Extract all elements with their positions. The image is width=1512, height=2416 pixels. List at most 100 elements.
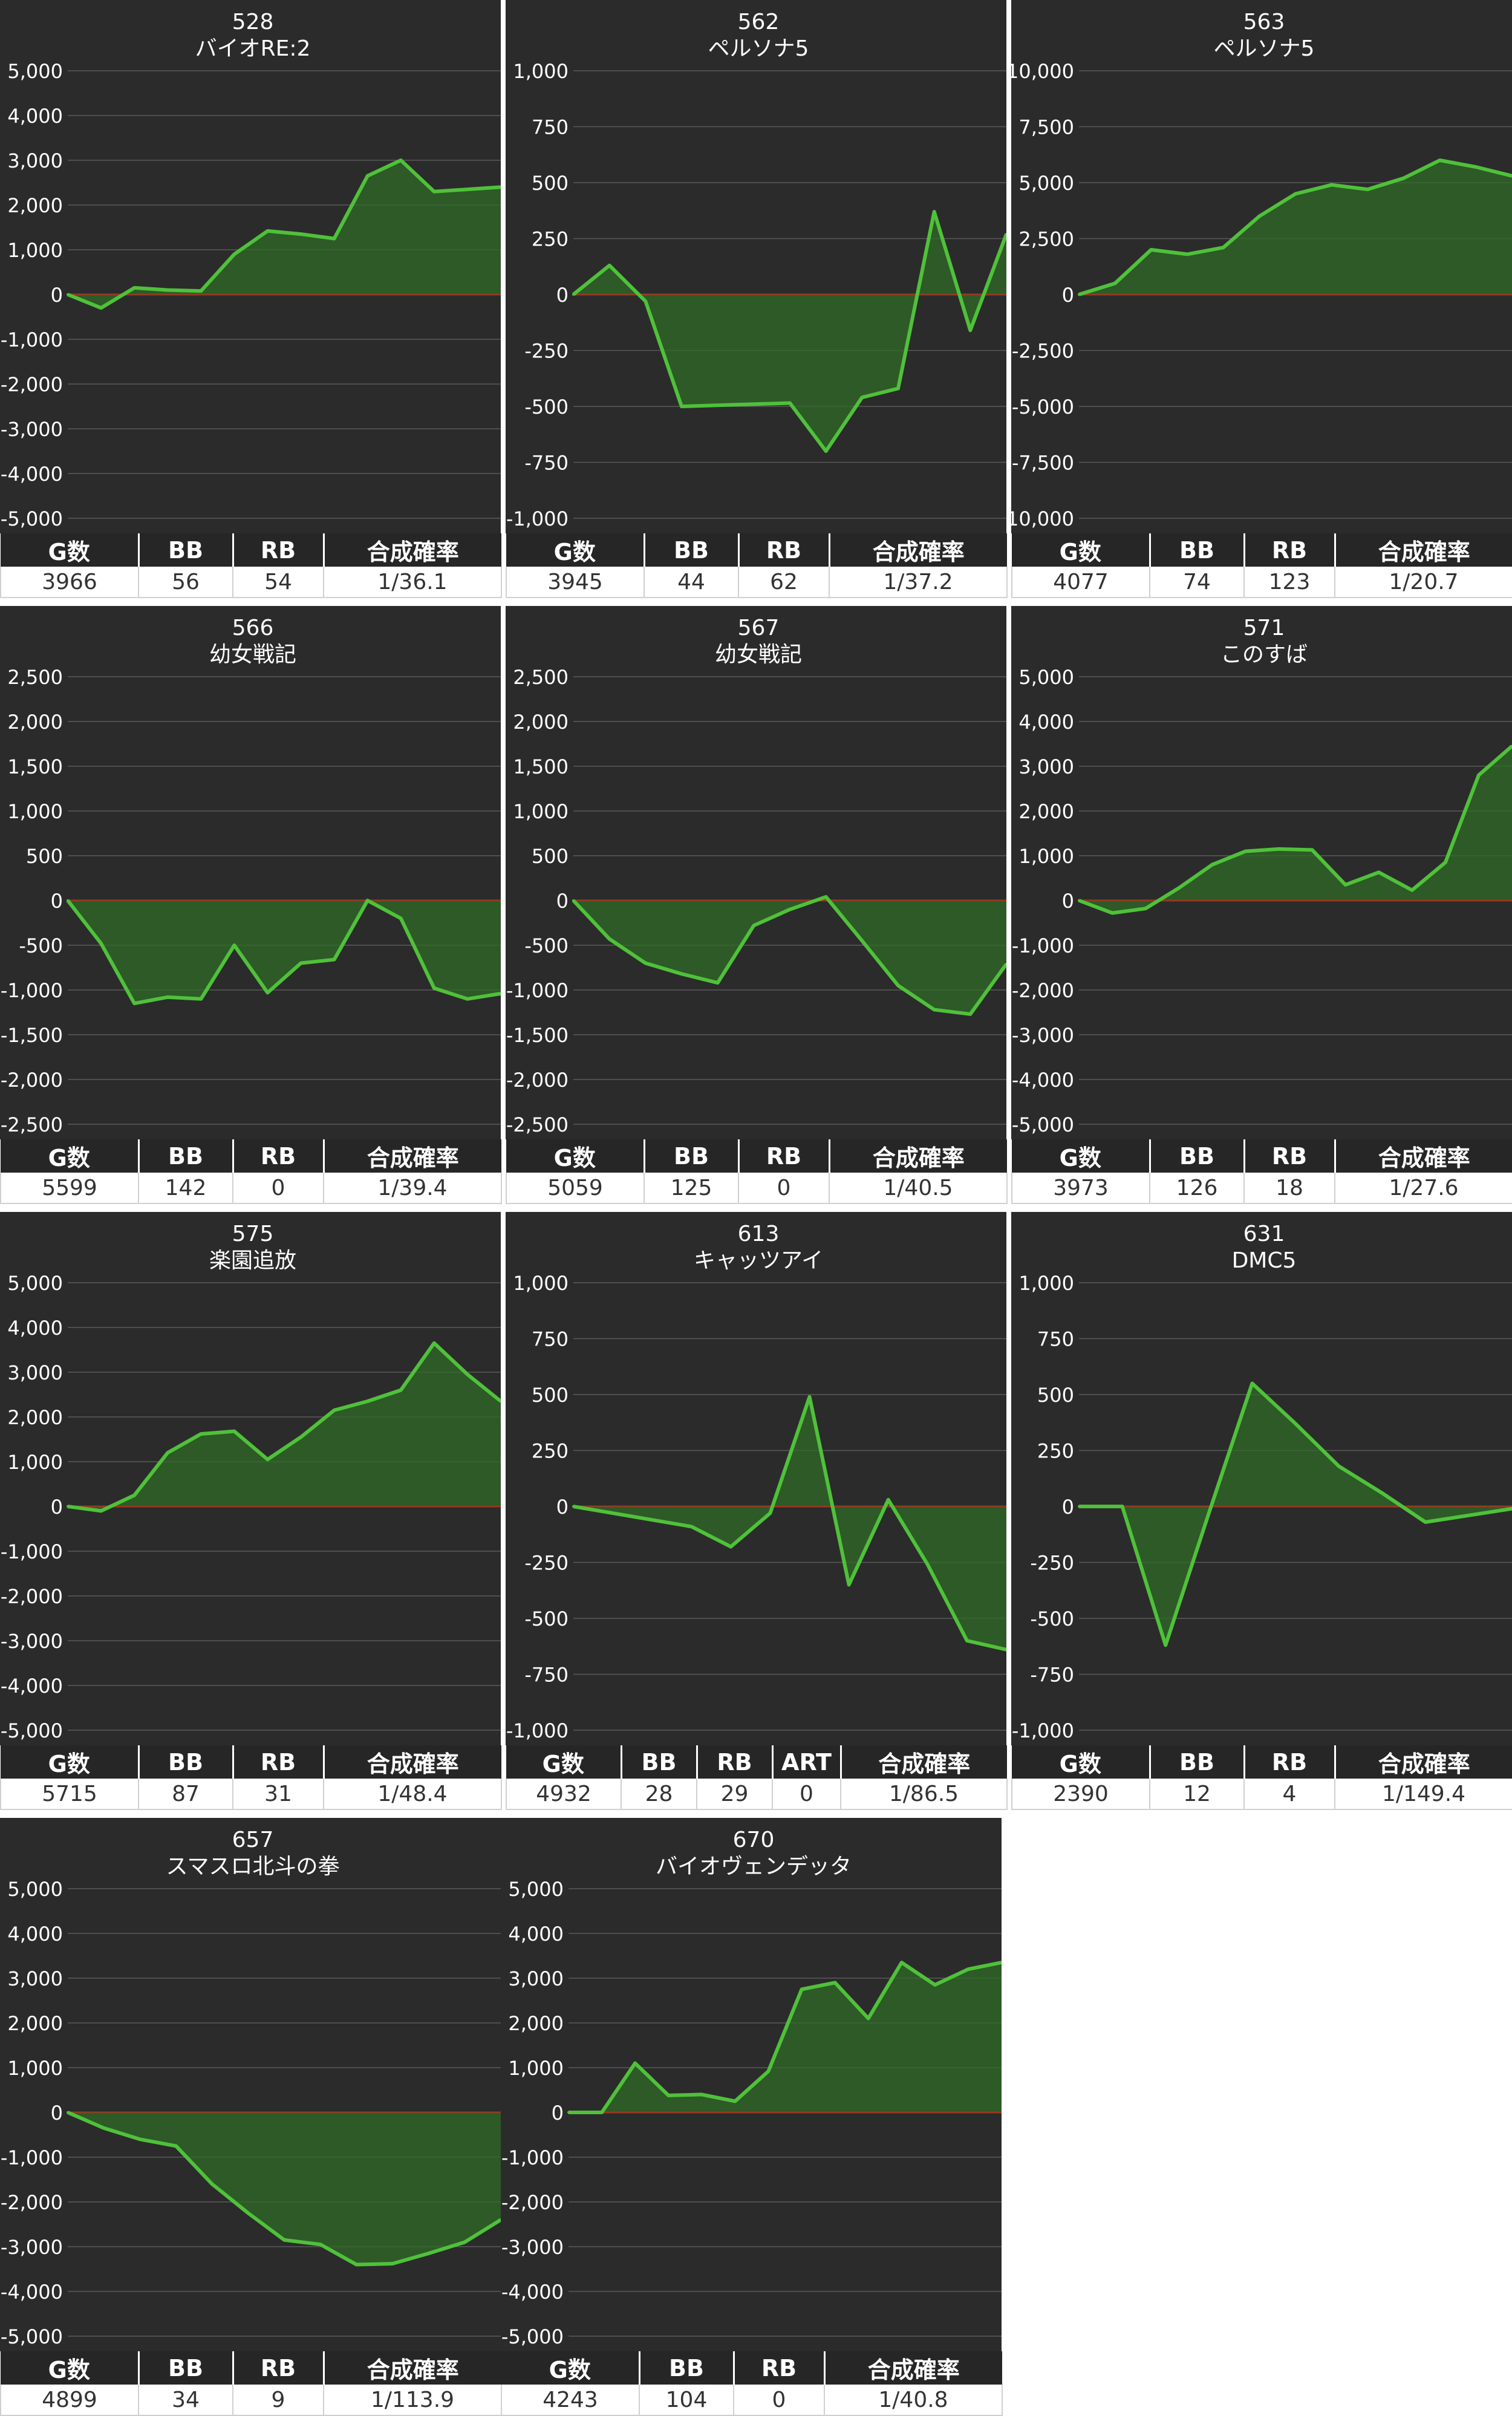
stats-value-cell: 4932 [506, 1779, 622, 1810]
y-tick-label: 1,000 [508, 2057, 564, 2080]
y-tick-label: -1,500 [506, 1024, 569, 1047]
chart-subtitle: このすば [1220, 642, 1308, 667]
data-point [651, 1519, 654, 1522]
data-point [500, 186, 501, 189]
data-point [1005, 963, 1006, 966]
stats-header-cell: G数 [506, 1139, 645, 1173]
y-tick-label: 500 [532, 1384, 569, 1407]
chart-subtitle: スマスロ北斗の拳 [166, 1854, 340, 1879]
data-point [1410, 888, 1413, 891]
y-tick-label: -4,000 [501, 2281, 564, 2304]
data-point [166, 1451, 169, 1454]
data-point [175, 2144, 177, 2147]
y-tick-label: 5,000 [1018, 666, 1074, 689]
payout-chart: 567 幼女戦記 2,500 2,000 1,500 1,000 500 0 -500 -1,00… [506, 606, 1006, 1139]
data-point [644, 962, 647, 965]
machine-panel: 631 DMC5 1,000 750 500 250 0 -250 -500 -750 -1,000… [1011, 1212, 1512, 1810]
series-area [573, 212, 1006, 451]
y-tick-label: 0 [1062, 1496, 1074, 1519]
machine-panel: 528 バイオRE:2 5,000 4,000 3,000 2,000 1,000 0 -1,0… [0, 0, 502, 598]
y-tick-label: -500 [524, 1607, 569, 1630]
y-tick-label: 4,000 [508, 1923, 564, 1945]
data-point [466, 997, 469, 1000]
stats-table: G数 BB RB ART 合成確率 4932 28 29 0 1/86.5 [506, 1745, 1008, 1810]
y-tick-label: 500 [532, 845, 569, 868]
stats-header-cell: 合成確率 [324, 533, 501, 567]
stats-value-cell: 1/48.4 [324, 1779, 502, 1810]
y-tick-label: -7,500 [1012, 452, 1074, 475]
data-point [1164, 1644, 1167, 1647]
data-point [355, 2263, 358, 2266]
data-point [319, 2243, 322, 2246]
data-point [861, 939, 864, 942]
data-point [1277, 847, 1280, 850]
data-point [233, 1430, 236, 1433]
stats-header-cell: RB [1244, 533, 1336, 567]
data-point [1121, 1505, 1124, 1508]
stats-value-cell: 9 [233, 2385, 324, 2416]
y-tick-label: -1,000 [506, 1719, 569, 1742]
data-point [601, 2111, 604, 2114]
stats-header-cell: G数 [1, 1745, 140, 1779]
data-point [466, 1373, 469, 1376]
y-tick-label: -3,000 [1, 418, 63, 441]
data-point [716, 404, 719, 407]
data-point [1403, 177, 1405, 180]
machine-panel: 562 ペルソナ5 1,000 750 500 250 0 -250 -500 -750 -1,00… [506, 0, 1008, 598]
data-point [1111, 911, 1114, 914]
y-tick-label: 250 [532, 228, 569, 251]
data-point [1311, 848, 1314, 851]
y-tick-label: -1,000 [501, 2146, 564, 2169]
stats-value-cell: 29 [697, 1779, 773, 1810]
y-tick-label: -1,000 [506, 979, 569, 1002]
stats-value-cell: 1/37.2 [829, 567, 1008, 598]
y-tick-label: -250 [524, 1552, 569, 1575]
data-point [608, 264, 611, 267]
data-point [933, 1008, 936, 1011]
data-point [432, 987, 435, 990]
machine-panel: 575 楽園追放 5,000 4,000 3,000 2,000 1,000 0 -1,000 -… [0, 1212, 502, 1810]
data-point [233, 253, 236, 256]
stats-value-cell: 0 [233, 1173, 324, 1204]
data-point [1467, 1514, 1470, 1517]
payout-chart: 575 楽園追放 5,000 4,000 3,000 2,000 1,000 0 -1,000 -… [0, 1212, 501, 1745]
y-tick-label: 2,500 [513, 666, 569, 689]
y-tick-label: 1,000 [1018, 845, 1074, 868]
y-tick-label: 0 [556, 284, 569, 307]
data-point [1475, 166, 1478, 169]
data-point [966, 1968, 969, 1971]
payout-chart: 670 バイオヴェンデッタ 5,000 4,000 3,000 2,000 1,000 0 -1… [501, 1818, 1002, 2351]
payout-chart: 566 幼女戦記 2,500 2,000 1,500 1,000 500 0 -500 -1,00… [0, 606, 501, 1139]
chart-title: 563 [1243, 10, 1285, 34]
data-point [366, 174, 369, 177]
data-point [133, 1002, 136, 1005]
y-tick-label: 3,000 [7, 149, 63, 172]
data-point [752, 403, 755, 406]
data-point [200, 290, 203, 293]
y-tick-label: -1,500 [1, 1024, 63, 1047]
data-point [166, 995, 169, 998]
chart-title: 670 [733, 1828, 775, 1852]
stats-header-cell: 合成確率 [829, 1139, 1007, 1173]
data-point [611, 1512, 614, 1515]
y-tick-label: -3,000 [1, 1630, 63, 1653]
data-point [366, 899, 369, 902]
y-tick-label: -5,000 [1, 2325, 63, 2348]
data-point [1330, 183, 1333, 186]
stats-header-cell: RB [738, 1139, 830, 1173]
data-point [67, 899, 69, 902]
series-area [68, 900, 501, 1004]
machine-panel: 670 バイオヴェンデッタ 5,000 4,000 3,000 2,000 1,000 0 -1… [501, 1818, 1003, 2416]
data-point [847, 1583, 850, 1586]
stats-value-cell: 74 [1150, 567, 1245, 598]
stats-table: G数 BB RB 合成確率 5715 87 31 1/48.4 [0, 1745, 502, 1810]
series-line [67, 1341, 501, 1513]
y-tick-label: -2,000 [501, 2191, 564, 2214]
data-point [266, 229, 269, 232]
data-point [729, 1545, 732, 1548]
stats-header-cell: BB [138, 2351, 234, 2385]
y-tick-label: 0 [1062, 890, 1074, 913]
